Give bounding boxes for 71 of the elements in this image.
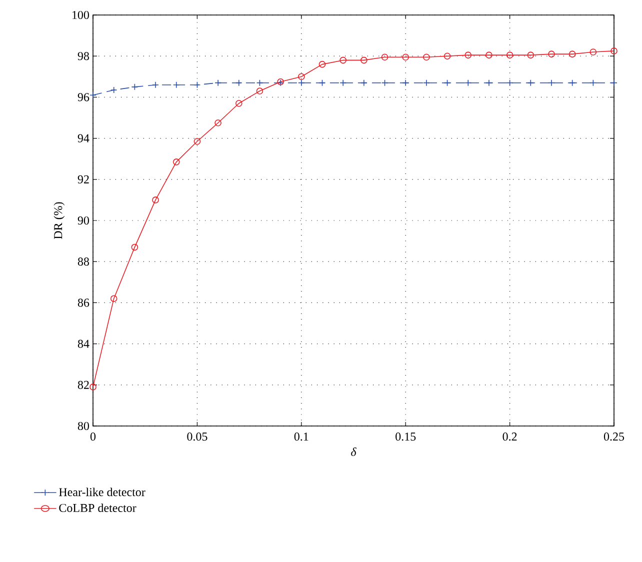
point	[527, 52, 534, 58]
point	[235, 79, 242, 86]
point	[256, 88, 264, 94]
point	[402, 79, 410, 86]
x-tick-label: 0	[90, 432, 96, 441]
x-tick-label: 0.1	[294, 432, 308, 441]
y-tick-label: 96	[78, 93, 90, 102]
point	[486, 52, 492, 58]
point	[214, 79, 222, 86]
point	[548, 50, 555, 58]
point	[568, 79, 576, 86]
y-tick-label: 84	[78, 340, 90, 348]
point	[256, 79, 264, 86]
point	[152, 81, 159, 88]
point	[506, 79, 514, 86]
y-tick-label: 98	[78, 52, 90, 60]
point	[131, 244, 138, 251]
point	[590, 79, 597, 86]
point	[152, 196, 159, 204]
point	[318, 60, 326, 68]
point	[340, 79, 346, 86]
point	[486, 79, 492, 86]
y-tick-label: 80	[78, 422, 90, 430]
point	[235, 100, 242, 107]
x-tick-label: 0.05	[187, 432, 208, 441]
point	[194, 81, 201, 88]
point	[172, 81, 180, 88]
point	[214, 119, 222, 126]
point	[360, 56, 368, 64]
point	[298, 79, 305, 86]
point	[527, 79, 534, 86]
y-tick-label: 88	[78, 258, 90, 266]
point	[318, 79, 326, 86]
point	[194, 138, 201, 145]
x-tick-label: 0.25	[604, 432, 624, 441]
y-tick-label: 100	[72, 10, 90, 20]
y-axis-title: DR (%)	[54, 202, 65, 239]
point	[110, 86, 118, 94]
point	[444, 79, 451, 86]
point	[298, 73, 305, 80]
point	[423, 79, 430, 86]
y-tick-label: 82	[78, 380, 89, 389]
point	[464, 52, 472, 58]
point	[548, 79, 555, 86]
x-tick-label: 0.15	[396, 432, 416, 441]
point	[568, 50, 576, 58]
point	[172, 158, 180, 166]
y-tick-label: 86	[78, 298, 90, 307]
point	[590, 48, 597, 56]
legend-label: Hear-like detector	[59, 488, 146, 496]
point	[381, 54, 388, 61]
x-tick-label: 0.2	[502, 432, 517, 441]
point	[110, 295, 118, 302]
point	[444, 52, 451, 60]
point	[360, 79, 368, 86]
point	[506, 52, 514, 58]
point	[402, 54, 410, 61]
y-tick-label: 94	[78, 134, 90, 142]
point	[90, 384, 96, 390]
y-tick-label: 92	[78, 175, 89, 184]
y-tick-label: 90	[78, 216, 90, 225]
point	[340, 56, 346, 64]
point	[423, 54, 430, 61]
point	[131, 84, 138, 90]
x-axis-title: δ	[351, 448, 356, 456]
point	[610, 48, 618, 54]
point	[90, 92, 96, 99]
point	[381, 79, 388, 86]
legend-label: CoLBP detector	[59, 504, 136, 512]
point	[610, 79, 618, 86]
point	[464, 79, 472, 86]
